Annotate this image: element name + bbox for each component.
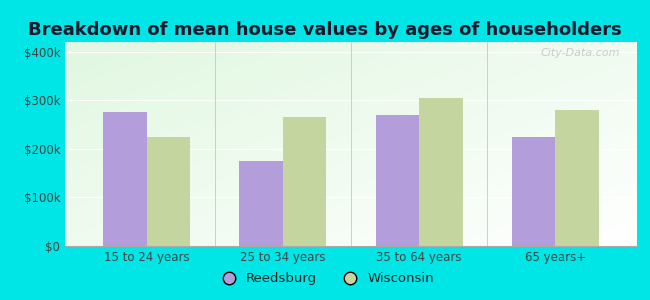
Bar [512,137,555,246]
Text: Breakdown of mean house values by ages of householders: Breakdown of mean house values by ages o… [28,21,622,39]
Legend: Reedsburg, Wisconsin: Reedsburg, Wisconsin [211,267,439,290]
Bar [419,98,463,246]
Text: City-Data.com: City-Data.com [540,48,620,58]
Bar [555,110,599,246]
Bar [376,115,419,246]
Bar [147,137,190,246]
Bar [103,112,147,246]
Bar [239,161,283,246]
Bar [283,117,326,246]
